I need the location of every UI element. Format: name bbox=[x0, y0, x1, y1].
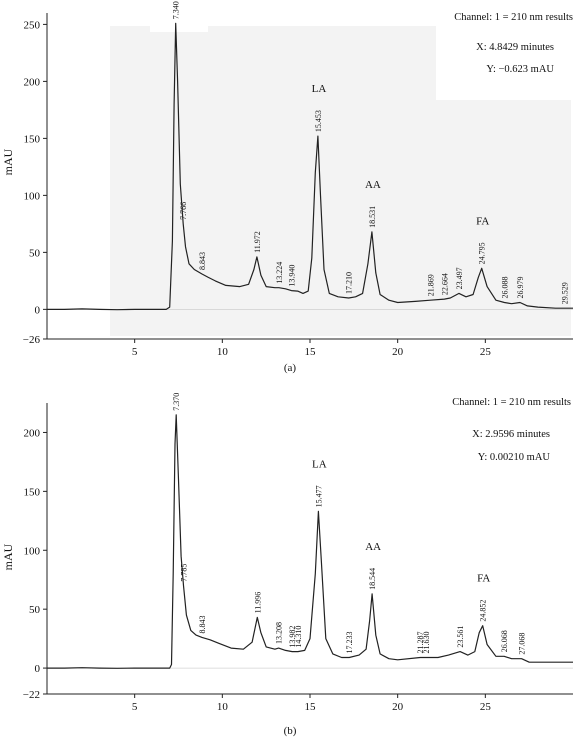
x-tick-label: 25 bbox=[480, 701, 492, 713]
peak-label: 13.224 bbox=[275, 262, 284, 284]
x-tick-label: 20 bbox=[392, 701, 404, 713]
panel-a-x-readout: X: 4.8429 minutes bbox=[476, 42, 554, 53]
x-tick-label: 15 bbox=[305, 346, 317, 358]
peak-label: 26.068 bbox=[500, 630, 509, 652]
y-tick-label: 50 bbox=[29, 247, 41, 259]
panel-a-channel-text: Channel: 1 = 210 nm results bbox=[454, 12, 573, 23]
peak-label: 13.208 bbox=[275, 622, 284, 644]
peak-name-label: LA bbox=[312, 83, 327, 95]
y-tick-label: 200 bbox=[24, 76, 41, 88]
peak-name-label: AA bbox=[365, 541, 381, 553]
panel-a-caption: (a) bbox=[284, 362, 297, 374]
panel-a: Channel: 1 = 210 nm results X: 4.8429 mi… bbox=[1, 0, 581, 374]
peak-label: 17.210 bbox=[345, 272, 354, 294]
peak-label: 18.531 bbox=[368, 206, 377, 228]
y-tick-label: 0 bbox=[35, 304, 41, 316]
peak-label: 18.544 bbox=[368, 568, 377, 590]
y-tick-label: 100 bbox=[24, 545, 41, 557]
peak-name-label: LA bbox=[312, 458, 327, 470]
peak-label: 8.843 bbox=[198, 615, 207, 633]
panel-a-top-blank bbox=[150, 0, 208, 32]
peak-label: 8.843 bbox=[198, 252, 207, 270]
peak-label: 24.795 bbox=[478, 242, 487, 264]
panel-b-caption: (b) bbox=[284, 725, 297, 737]
y-tick-label: −22 bbox=[23, 689, 40, 701]
panel-a-info-box bbox=[436, 0, 581, 100]
peak-label: 29.529 bbox=[561, 282, 570, 304]
peak-name-label: AA bbox=[365, 179, 381, 191]
peak-label: 14.310 bbox=[294, 626, 303, 648]
peak-label: 13.982 bbox=[288, 626, 297, 648]
panel-b-y-readout: Y: 0.00210 mAU bbox=[478, 452, 551, 463]
y-tick-label: 150 bbox=[24, 133, 41, 145]
panel-a-plot: −26 0 50 100 150 200 250 5 10 15 20 25 7.340 7.766 8.8… bbox=[23, 1, 573, 358]
x-tick-label: 10 bbox=[217, 346, 229, 358]
peak-label: 15.453 bbox=[314, 110, 323, 132]
panel-a-y-readout: Y: −0.623 mAU bbox=[486, 64, 554, 75]
y-tick-label: 0 bbox=[35, 663, 41, 675]
y-tick-label: 150 bbox=[24, 486, 41, 498]
peak-label: 22.664 bbox=[440, 273, 449, 295]
peak-label: 23.561 bbox=[456, 626, 465, 648]
peak-label: 21.630 bbox=[422, 631, 431, 653]
peak-label: 11.996 bbox=[253, 592, 262, 614]
panel-a-y-axis-label: mAU bbox=[1, 148, 15, 175]
peak-label: 24.852 bbox=[479, 600, 488, 622]
panel-b-y-axis-label: mAU bbox=[1, 543, 15, 570]
x-tick-label: 25 bbox=[480, 346, 492, 358]
peak-label: 7.766 bbox=[179, 202, 188, 220]
x-tick-label: 15 bbox=[305, 701, 317, 713]
peak-label: 15.477 bbox=[314, 485, 323, 507]
y-tick-label: 100 bbox=[24, 190, 41, 202]
peak-label: 26.088 bbox=[500, 277, 509, 299]
x-tick-label: 10 bbox=[217, 701, 229, 713]
y-tick-label: 50 bbox=[29, 604, 41, 616]
y-tick-label: 200 bbox=[24, 427, 41, 439]
peak-label: 7.785 bbox=[179, 564, 188, 582]
peak-label: 7.370 bbox=[172, 393, 181, 411]
chromatogram-trace bbox=[47, 22, 573, 311]
chromatogram-trace bbox=[47, 414, 573, 669]
panel-b: Channel: 1 = 210 nm results X: 2.9596 mi… bbox=[1, 393, 573, 737]
peak-name-label: FA bbox=[477, 573, 490, 585]
peak-label: 27.068 bbox=[518, 633, 527, 655]
panel-b-plot: −22 0 50 100 150 200 5 10 15 20 25 7.370 7.785 8.843 1… bbox=[23, 393, 573, 713]
peak-label: 11.972 bbox=[253, 231, 262, 253]
peak-label: 7.340 bbox=[172, 1, 181, 19]
peak-name-label: FA bbox=[476, 215, 489, 227]
peak-label: 23.497 bbox=[455, 267, 464, 289]
peak-label: 13.940 bbox=[287, 265, 296, 287]
x-tick-label: 5 bbox=[132, 701, 138, 713]
peak-label: 21.287 bbox=[416, 631, 425, 653]
peak-label: 21.869 bbox=[426, 274, 435, 296]
panel-b-x-readout: X: 2.9596 minutes bbox=[472, 429, 550, 440]
peak-label: 17.233 bbox=[345, 631, 354, 653]
peak-label: 26.979 bbox=[516, 277, 525, 299]
panel-b-channel-text: Channel: 1 = 210 nm results bbox=[452, 397, 571, 408]
y-tick-label: −26 bbox=[23, 334, 41, 346]
x-tick-label: 5 bbox=[132, 346, 138, 358]
y-tick-label: 250 bbox=[24, 19, 41, 31]
x-tick-label: 20 bbox=[392, 346, 404, 358]
